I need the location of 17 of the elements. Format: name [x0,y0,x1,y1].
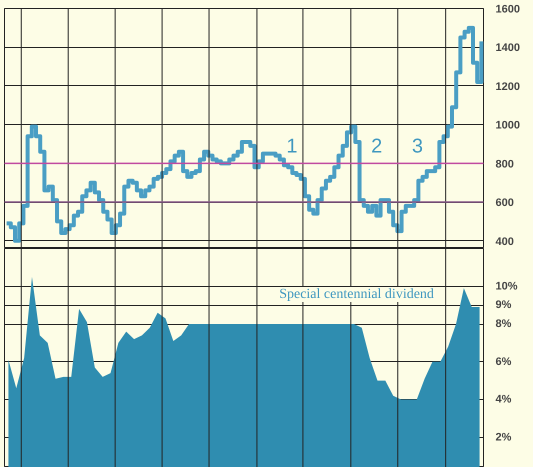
y-tick-label: 10% [496,280,518,292]
y-tick-label: 6% [496,356,512,368]
annotation: 3 [412,135,423,158]
y-tick-label: 1600 [496,4,520,16]
y-tick-label: 400 [496,236,514,248]
y-tick-label: 600 [496,197,514,210]
y-tick-label: 9% [496,299,512,312]
y-tick-label: 2% [496,431,512,444]
y-tick-label: 1000 [496,120,520,132]
y-tick-label: 1200 [496,80,520,93]
y-tick-label: 8% [496,318,512,330]
y-tick-label: 4% [496,394,512,406]
annotation: Special centennial dividend [279,286,434,302]
y-tick-label: 1400 [496,42,520,54]
annotation: 2 [371,135,382,158]
annotation: 1 [286,135,298,158]
y-tick-label: 800 [496,158,514,170]
